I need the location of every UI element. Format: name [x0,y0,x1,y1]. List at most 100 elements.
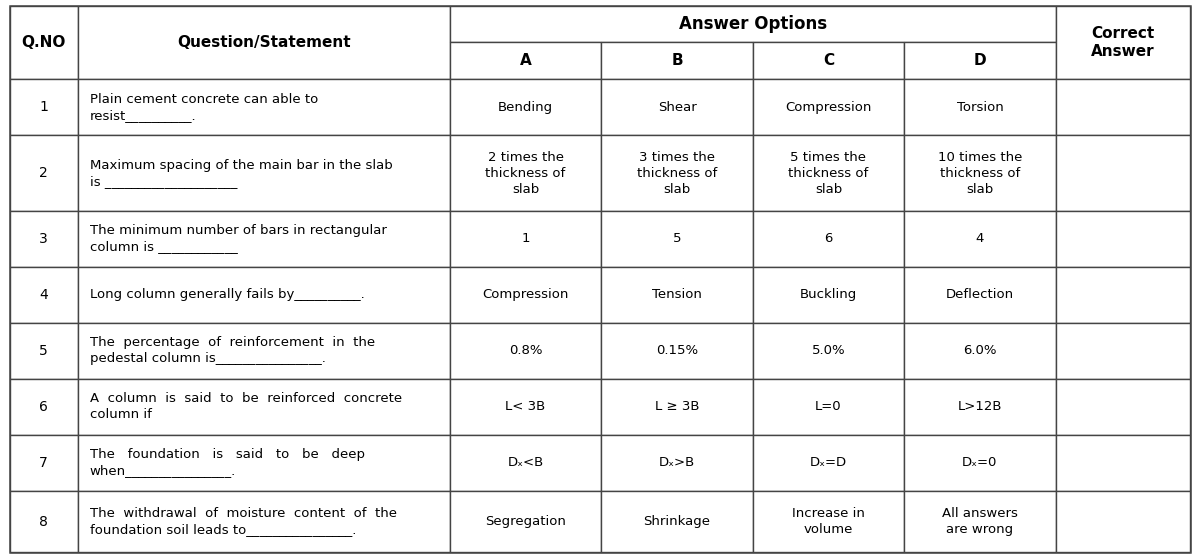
Bar [601,491,752,552]
Text: Compression: Compression [785,101,871,114]
Bar [10,211,78,267]
Text: B: B [671,54,683,69]
Text: The   foundation   is   said   to   be   deep
when________________.: The foundation is said to be deep when__… [90,449,365,477]
Bar [904,211,1056,267]
Text: Shrinkage: Shrinkage [643,515,710,528]
Bar [904,42,1056,79]
Text: Answer Options: Answer Options [679,15,827,33]
Text: The minimum number of bars in rectangular
column is ____________: The minimum number of bars in rectangula… [90,224,386,253]
Text: The  percentage  of  reinforcement  in  the
pedestal column is________________.: The percentage of reinforcement in the p… [90,336,374,365]
Text: Question/Statement: Question/Statement [176,35,350,50]
Text: L ≥ 3B: L ≥ 3B [655,401,700,413]
Bar [601,136,752,211]
Bar [601,42,752,79]
Bar [78,379,450,435]
Text: Dₓ<B: Dₓ<B [508,456,544,469]
Bar [10,6,78,79]
Bar [450,323,601,379]
Bar [904,379,1056,435]
Text: Buckling: Buckling [800,288,857,301]
Bar [450,136,601,211]
Text: 3: 3 [40,232,48,246]
Bar [78,136,450,211]
Text: A: A [520,54,532,69]
Text: 5: 5 [673,233,682,246]
Bar [78,267,450,323]
Bar [752,136,904,211]
Bar [601,379,752,435]
Text: Shear: Shear [658,101,696,114]
Text: Long column generally fails by__________.: Long column generally fails by__________… [90,288,365,301]
Text: Dₓ=D: Dₓ=D [810,456,847,469]
Bar [10,136,78,211]
Text: Q.NO: Q.NO [22,35,66,50]
Text: L>12B: L>12B [958,401,1002,413]
Bar [78,435,450,491]
Bar [752,491,904,552]
Text: Increase in
volume: Increase in volume [792,507,865,536]
Bar [10,435,78,491]
Text: Bending: Bending [498,101,553,114]
Bar [450,435,601,491]
Text: Compression: Compression [482,288,569,301]
Text: The  withdrawal  of  moisture  content  of  the
foundation soil leads to________: The withdrawal of moisture content of th… [90,507,397,536]
Bar [904,79,1056,136]
Text: C: C [823,54,834,69]
Bar [601,267,752,323]
Bar [1056,379,1190,435]
Text: Torsion: Torsion [956,101,1003,114]
Bar [78,211,450,267]
Text: 2 times the
thickness of
slab: 2 times the thickness of slab [486,151,565,196]
Bar [752,323,904,379]
Text: 6: 6 [824,233,833,246]
Bar [1056,79,1190,136]
Bar [450,42,601,79]
Text: 0.8%: 0.8% [509,344,542,357]
Bar [10,267,78,323]
Bar [904,435,1056,491]
Text: Dₓ=0: Dₓ=0 [962,456,997,469]
Text: L=0: L=0 [815,401,841,413]
Bar [601,211,752,267]
Bar [904,491,1056,552]
Text: 1: 1 [521,233,530,246]
Bar [752,379,904,435]
Text: 1: 1 [40,100,48,114]
Text: Dₓ>B: Dₓ>B [659,456,695,469]
Bar [450,6,1056,42]
Text: 10 times the
thickness of
slab: 10 times the thickness of slab [937,151,1022,196]
Bar [752,435,904,491]
Bar [1056,211,1190,267]
Text: All answers
are wrong: All answers are wrong [942,507,1018,536]
Bar [1056,267,1190,323]
Bar [601,323,752,379]
Bar [752,267,904,323]
Text: 3 times the
thickness of
slab: 3 times the thickness of slab [637,151,718,196]
Bar [601,79,752,136]
Bar [752,211,904,267]
Bar [1056,323,1190,379]
Text: 5 times the
thickness of
slab: 5 times the thickness of slab [788,151,869,196]
Text: Maximum spacing of the main bar in the slab
is ____________________: Maximum spacing of the main bar in the s… [90,158,392,187]
Text: Segregation: Segregation [485,515,566,528]
Text: A  column  is  said  to  be  reinforced  concrete
column if: A column is said to be reinforced concre… [90,392,402,421]
Bar [904,323,1056,379]
Text: 4: 4 [976,233,984,246]
Bar [10,379,78,435]
Bar [752,42,904,79]
Text: 8: 8 [40,514,48,528]
Bar [904,267,1056,323]
Text: 6: 6 [40,400,48,414]
Text: Deflection: Deflection [946,288,1014,301]
Bar [78,323,450,379]
Bar [450,379,601,435]
Text: Tension: Tension [652,288,702,301]
Bar [450,79,601,136]
Bar [1056,491,1190,552]
Bar [450,211,601,267]
Bar [10,79,78,136]
Text: 2: 2 [40,166,48,180]
Text: 6.0%: 6.0% [964,344,997,357]
Bar [78,6,450,79]
Text: L< 3B: L< 3B [505,401,546,413]
